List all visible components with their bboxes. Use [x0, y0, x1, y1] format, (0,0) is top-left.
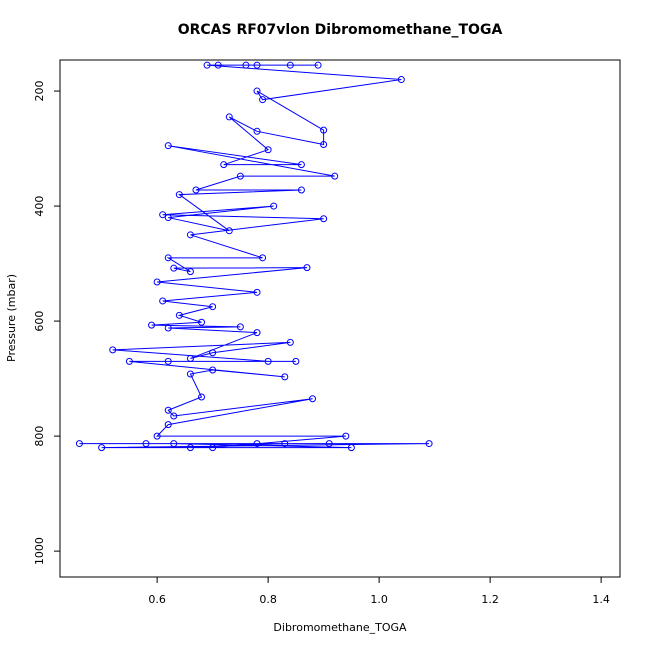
data-point	[209, 444, 217, 452]
data-point	[209, 366, 217, 374]
x-tick-label: 1.2	[481, 593, 499, 606]
data-point	[320, 126, 328, 134]
data-line	[79, 64, 430, 449]
data-point	[186, 370, 194, 378]
data-point	[209, 349, 217, 357]
data-point	[164, 254, 172, 262]
data-point	[186, 354, 194, 362]
data-point	[259, 96, 267, 104]
data-point	[264, 146, 272, 154]
data-point	[297, 186, 305, 194]
data-point	[325, 440, 333, 448]
data-point	[109, 346, 117, 354]
data-point	[320, 141, 328, 149]
data-point	[253, 87, 261, 95]
y-tick-label: 600	[33, 311, 46, 332]
data-point	[425, 440, 433, 448]
data-point	[253, 440, 261, 448]
data-point	[236, 172, 244, 180]
plot-frame	[59, 59, 621, 578]
data-point	[159, 211, 167, 219]
data-point	[170, 264, 178, 272]
data-point	[242, 61, 250, 69]
data-point	[164, 142, 172, 150]
y-tick-label: 1000	[33, 537, 46, 565]
data-point	[164, 357, 172, 365]
data-point	[170, 412, 178, 420]
data-point	[98, 444, 106, 452]
x-tick-label: 1.0	[370, 593, 388, 606]
data-point	[270, 202, 278, 210]
data-point	[320, 215, 328, 223]
data-point	[170, 440, 178, 448]
data-point	[142, 440, 150, 448]
data-point	[153, 278, 161, 286]
data-point	[286, 338, 294, 346]
data-point	[347, 444, 355, 452]
data-point	[153, 432, 161, 440]
data-point	[331, 172, 339, 180]
data-point	[159, 297, 167, 305]
y-tick-label: 200	[33, 81, 46, 102]
data-point	[225, 113, 233, 121]
data-point	[186, 231, 194, 239]
data-point	[203, 61, 211, 69]
x-tick-label: 1.4	[592, 593, 610, 606]
data-point	[164, 324, 172, 332]
data-point	[309, 395, 317, 403]
data-point	[342, 432, 350, 440]
data-point	[125, 357, 133, 365]
data-point	[192, 186, 200, 194]
x-tick-label: 0.6	[148, 593, 166, 606]
data-point	[175, 191, 183, 199]
data-point	[314, 61, 322, 69]
data-point	[281, 373, 289, 381]
data-point	[75, 440, 83, 448]
data-point	[253, 61, 261, 69]
data-point	[214, 61, 222, 69]
data-point	[198, 393, 206, 401]
data-point	[175, 311, 183, 319]
data-point	[225, 227, 233, 235]
data-point	[198, 318, 206, 326]
data-point	[259, 254, 267, 262]
x-tick-label: 0.8	[259, 593, 277, 606]
y-tick-label: 400	[33, 196, 46, 217]
data-point	[164, 406, 172, 414]
data-point	[186, 444, 194, 452]
data-point	[186, 268, 194, 276]
data-point	[292, 357, 300, 365]
y-axis-label: Pressure (mbar)	[5, 274, 18, 362]
data-point	[164, 214, 172, 222]
data-point	[281, 440, 289, 448]
data-point	[303, 264, 311, 272]
data-point	[236, 323, 244, 331]
data-point	[220, 161, 228, 169]
data-point	[209, 303, 217, 311]
data-point	[253, 127, 261, 135]
data-point	[397, 76, 405, 84]
data-point	[264, 357, 272, 365]
data-point	[253, 288, 261, 296]
x-axis-label: Dibromomethane_TOGA	[273, 621, 407, 634]
data-point	[286, 61, 294, 69]
data-point	[164, 421, 172, 429]
chart-title: ORCAS RF07vlon Dibromomethane_TOGA	[178, 22, 503, 38]
data-point	[253, 329, 261, 337]
data-point	[297, 161, 305, 169]
y-tick-label: 800	[33, 426, 46, 447]
data-point	[148, 321, 156, 329]
